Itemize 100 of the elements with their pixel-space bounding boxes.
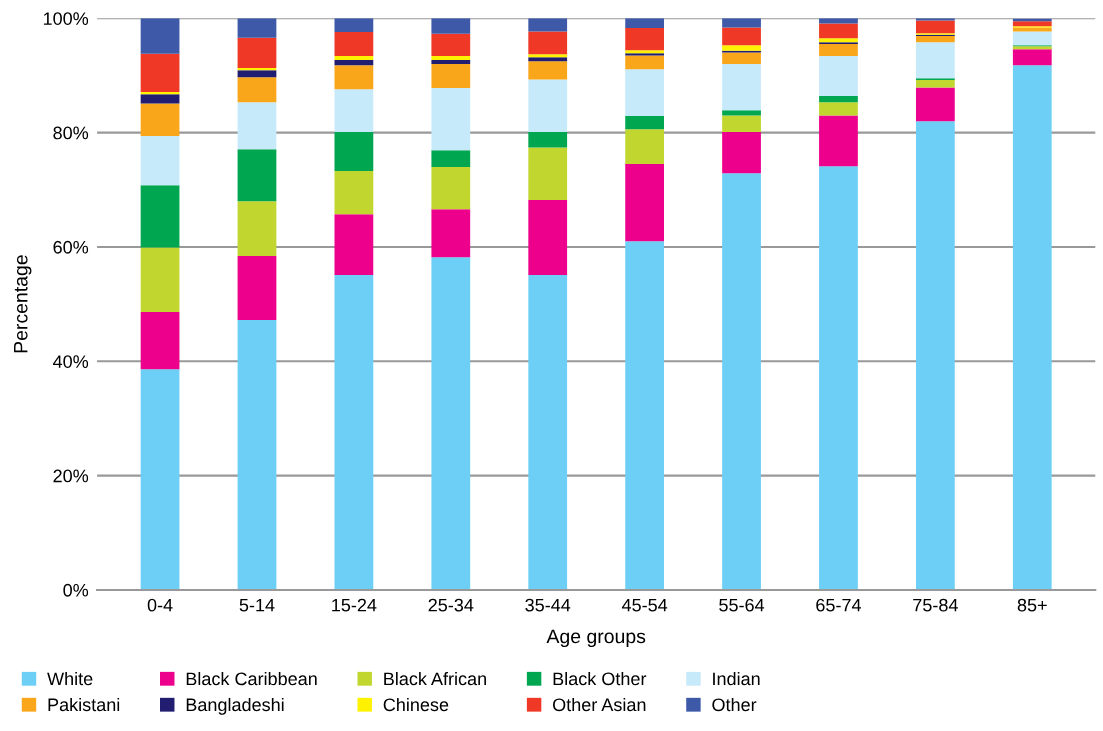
bar bbox=[528, 147, 568, 201]
bar bbox=[1012, 49, 1052, 66]
legend-label: Other bbox=[712, 697, 757, 712]
bar bbox=[431, 64, 471, 89]
bar bbox=[334, 214, 374, 275]
bar bbox=[819, 115, 858, 167]
bar bbox=[140, 136, 180, 186]
bar bbox=[528, 54, 568, 58]
bar bbox=[140, 103, 180, 137]
bar bbox=[334, 170, 374, 215]
bar bbox=[237, 77, 277, 103]
bar bbox=[625, 27, 665, 51]
bar bbox=[431, 257, 471, 590]
bar bbox=[1012, 21, 1052, 27]
y-tick-label: 60% bbox=[53, 240, 89, 254]
bar bbox=[819, 38, 858, 43]
bar bbox=[915, 87, 955, 122]
bar bbox=[819, 56, 858, 97]
bar bbox=[625, 69, 665, 117]
bar bbox=[625, 18, 665, 28]
bar bbox=[431, 60, 471, 65]
bar bbox=[1012, 65, 1052, 590]
x-tick-label: 45-54 bbox=[621, 598, 668, 612]
bar bbox=[334, 56, 374, 60]
bar bbox=[915, 36, 955, 43]
bar bbox=[819, 102, 858, 116]
bar bbox=[722, 52, 761, 65]
legend-label: Bangladeshi bbox=[186, 697, 284, 715]
legend-label: Black Caribbean bbox=[186, 671, 317, 686]
bar bbox=[237, 70, 277, 78]
bar bbox=[140, 18, 180, 54]
x-tick-label: 5-14 bbox=[239, 598, 275, 612]
bar bbox=[625, 164, 665, 242]
bar bbox=[625, 55, 665, 70]
bar bbox=[819, 166, 858, 590]
x-tick-label: 75-84 bbox=[913, 598, 958, 612]
bar bbox=[140, 247, 180, 313]
bar bbox=[237, 256, 277, 321]
bar bbox=[431, 209, 471, 258]
bar bbox=[819, 23, 858, 39]
bar bbox=[334, 31, 374, 56]
bar bbox=[528, 57, 568, 62]
y-tick-label: 40% bbox=[53, 355, 89, 368]
y-tick-label: 80% bbox=[53, 126, 89, 140]
bar bbox=[140, 94, 180, 104]
legend-label: White bbox=[47, 671, 93, 686]
bar bbox=[334, 274, 374, 590]
bar bbox=[915, 42, 955, 79]
x-tick-label: 55-64 bbox=[719, 598, 765, 612]
legend-label: Other Asian bbox=[553, 697, 646, 712]
x-axis-title: Age groups bbox=[546, 629, 646, 648]
bar bbox=[237, 102, 277, 150]
bar bbox=[140, 312, 180, 370]
y-tick-label: 100% bbox=[43, 12, 89, 25]
x-tick-label: 25-34 bbox=[428, 598, 474, 612]
legend-label: Pakistani bbox=[48, 697, 120, 712]
bar bbox=[140, 369, 180, 590]
bar bbox=[431, 166, 471, 210]
x-tick-label: 0-4 bbox=[147, 598, 173, 612]
bar bbox=[625, 129, 665, 165]
x-tick-label: 35-44 bbox=[525, 598, 571, 612]
bar bbox=[140, 185, 180, 248]
bar bbox=[722, 45, 761, 51]
bar bbox=[237, 201, 277, 257]
legend-label: Black Other bbox=[553, 671, 647, 686]
bar bbox=[1012, 31, 1052, 46]
bar bbox=[819, 44, 858, 56]
bar bbox=[722, 173, 761, 590]
bar bbox=[625, 116, 665, 130]
bar bbox=[237, 18, 277, 38]
bar bbox=[237, 320, 277, 590]
bar bbox=[819, 96, 858, 103]
bar bbox=[237, 149, 277, 202]
legend-label: Chinese bbox=[383, 697, 449, 712]
bar bbox=[722, 115, 761, 133]
y-axis-title: Percentage bbox=[14, 255, 32, 353]
bar bbox=[431, 18, 471, 34]
bar bbox=[431, 56, 471, 60]
x-tick-label: 65-74 bbox=[816, 598, 862, 612]
bar bbox=[528, 274, 568, 590]
legend-label: Black African bbox=[384, 671, 486, 686]
bar bbox=[334, 18, 374, 32]
legend-label: Indian bbox=[713, 671, 760, 686]
bar bbox=[722, 27, 761, 46]
bar bbox=[915, 121, 955, 590]
bar bbox=[237, 37, 277, 69]
y-tick-label: 20% bbox=[53, 469, 89, 483]
y-tick-label: 0% bbox=[63, 583, 89, 597]
bar bbox=[334, 65, 374, 90]
bar bbox=[334, 89, 374, 133]
bar bbox=[431, 33, 471, 56]
bar bbox=[722, 132, 761, 174]
bar bbox=[1012, 27, 1052, 32]
x-tick-label: 15-24 bbox=[332, 598, 377, 612]
x-tick-label: 85+ bbox=[1017, 598, 1047, 612]
bar bbox=[431, 88, 471, 151]
bar bbox=[722, 110, 761, 116]
bar bbox=[431, 150, 471, 167]
bar bbox=[528, 79, 568, 133]
bar bbox=[528, 18, 568, 32]
